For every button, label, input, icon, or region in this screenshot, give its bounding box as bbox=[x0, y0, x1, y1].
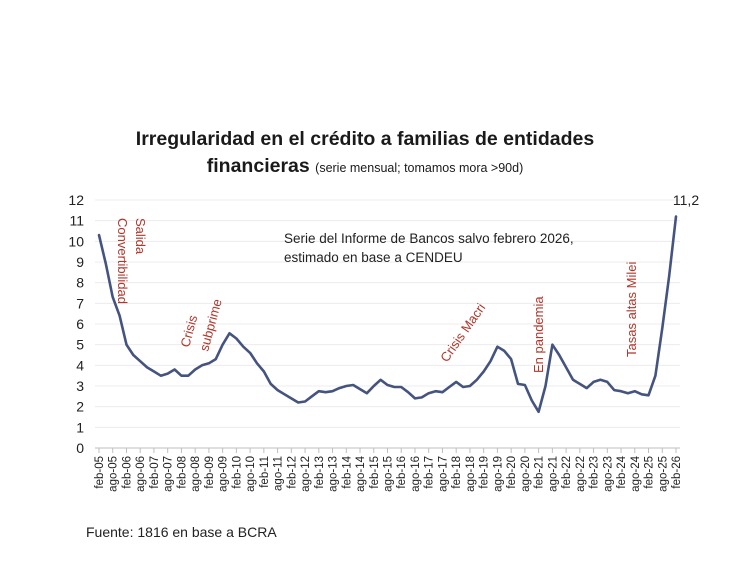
x-tick-label: feb-07 bbox=[149, 456, 161, 489]
x-tick-label: ago-08 bbox=[190, 456, 202, 492]
annotation-label: Tasas altas Milei bbox=[624, 262, 639, 357]
x-tick-label: feb-15 bbox=[369, 456, 381, 489]
x-tick-label: ago-09 bbox=[218, 456, 230, 492]
annotation-label: Crisis Macri bbox=[437, 300, 488, 364]
x-tick-label: feb-09 bbox=[204, 456, 216, 489]
x-tick-label: feb-24 bbox=[616, 455, 628, 488]
y-tick-label: 7 bbox=[76, 295, 84, 311]
y-tick-label: 9 bbox=[76, 254, 84, 270]
x-tick-label: feb-25 bbox=[644, 456, 656, 489]
x-tick-label: feb-17 bbox=[424, 456, 436, 489]
x-tick-label: ago-17 bbox=[437, 456, 449, 492]
x-tick-label: feb-19 bbox=[479, 456, 491, 489]
y-tick-label: 6 bbox=[76, 316, 84, 332]
x-tick-label: ago-12 bbox=[300, 456, 312, 492]
y-tick-label: 5 bbox=[76, 337, 84, 353]
y-tick-label: 4 bbox=[76, 357, 84, 373]
y-tick-label: 10 bbox=[68, 233, 84, 249]
x-tick-label: ago-13 bbox=[328, 456, 340, 492]
x-tick-label: feb-16 bbox=[396, 456, 408, 489]
gridlines bbox=[95, 199, 680, 428]
annotation-label: Salida bbox=[133, 218, 148, 255]
x-tick-label: feb-12 bbox=[286, 456, 298, 489]
y-tick-label: 1 bbox=[76, 419, 84, 435]
x-tick-label: ago-25 bbox=[657, 456, 669, 492]
x-tick-label: ago-10 bbox=[245, 456, 257, 492]
x-tick-label: ago-05 bbox=[108, 456, 120, 492]
x-tick-label: ago-06 bbox=[135, 456, 147, 492]
chart-subtitle: (serie mensual; tomamos mora >90d) bbox=[315, 161, 524, 175]
y-tick-label: 12 bbox=[68, 192, 84, 208]
y-tick-label: 3 bbox=[76, 378, 84, 394]
chart-title-line2: financieras (serie mensual; tomamos mora… bbox=[0, 155, 730, 178]
x-tick-label: ago-15 bbox=[383, 456, 395, 492]
series-line bbox=[97, 215, 678, 414]
x-tick-label: ago-23 bbox=[602, 456, 614, 492]
x-tick-label: feb-06 bbox=[121, 456, 133, 489]
y-tick-label: 2 bbox=[76, 399, 84, 415]
x-tick-label: feb-20 bbox=[506, 456, 518, 489]
data-labels: 11,2 bbox=[673, 192, 699, 208]
x-tick-label: ago-18 bbox=[465, 456, 477, 492]
x-tick-label: ago-11 bbox=[273, 456, 285, 491]
note-line: Serie del Informe de Bancos salvo febrer… bbox=[284, 231, 574, 246]
x-tick-label: ago-16 bbox=[410, 456, 422, 492]
series-group bbox=[97, 215, 678, 414]
x-tick-label: feb-10 bbox=[231, 456, 243, 489]
x-tick-label: feb-08 bbox=[176, 456, 188, 489]
x-tick-label: ago-07 bbox=[163, 456, 175, 492]
x-tick-label: ago-21 bbox=[547, 456, 559, 492]
note-line: estimado en base a CENDEU bbox=[284, 250, 463, 265]
x-axis bbox=[95, 447, 680, 453]
chart-note: Serie del Informe de Bancos salvo febrer… bbox=[284, 231, 574, 265]
data-label: 11,2 bbox=[673, 192, 699, 208]
source-note: Fuente: 1816 en base a BCRA bbox=[86, 524, 277, 540]
x-axis-tick-labels: feb-05 ago-05 feb-06 ago-06 feb-07 ago-07 feb-… bbox=[94, 455, 683, 491]
x-tick-label: feb-22 bbox=[561, 456, 573, 489]
x-tick-label: feb-11 bbox=[259, 456, 271, 488]
annotation-label: Convertibilidad bbox=[115, 218, 130, 304]
x-tick-label: ago-20 bbox=[520, 456, 532, 492]
x-tick-label: feb-14 bbox=[341, 455, 353, 488]
x-tick-label: feb-21 bbox=[534, 456, 546, 489]
x-tick-label: ago-19 bbox=[492, 456, 504, 492]
annotation-label: En pandemia bbox=[531, 296, 546, 373]
x-tick-label: feb-23 bbox=[589, 456, 601, 489]
y-tick-label: 11 bbox=[69, 213, 84, 229]
x-tick-label: ago-22 bbox=[575, 456, 587, 492]
x-tick-label: ago-24 bbox=[630, 455, 642, 491]
chart-title-line1: Irregularidad en el crédito a familias d… bbox=[135, 128, 595, 150]
y-tick-label: 0 bbox=[76, 440, 84, 456]
x-tick-label: feb-05 bbox=[94, 456, 106, 489]
x-tick-label: feb-18 bbox=[451, 456, 463, 489]
x-tick-label: ago-14 bbox=[355, 455, 367, 491]
x-tick-label: feb-13 bbox=[314, 456, 326, 489]
x-tick-label: feb-26 bbox=[671, 456, 683, 489]
chart-title-bold: financieras bbox=[206, 155, 310, 177]
y-tick-label: 8 bbox=[76, 275, 84, 291]
